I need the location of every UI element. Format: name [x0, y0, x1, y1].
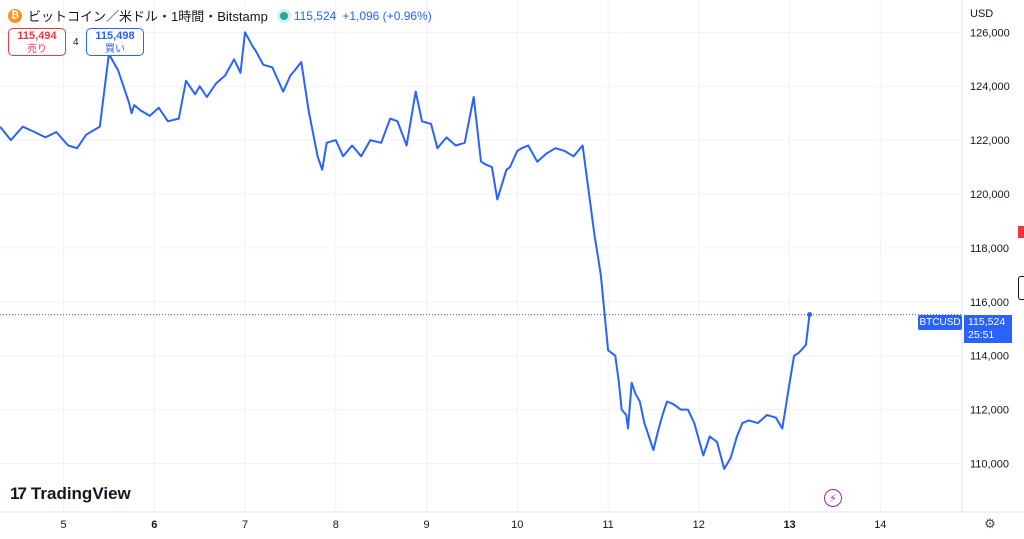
x-tick-label: 5: [60, 519, 66, 531]
last-price-value: 115,524: [968, 316, 1006, 328]
x-tick-label: 7: [242, 519, 248, 531]
side-panel-handle[interactable]: [1018, 276, 1024, 300]
buy-button[interactable]: 115,498 買い: [86, 28, 144, 56]
lightning-icon[interactable]: ⚡: [824, 489, 842, 507]
symbol-tag: BTCUSD: [918, 315, 962, 330]
buy-label: 買い: [105, 44, 125, 55]
price-line-series: [0, 31, 811, 470]
x-tick-label: 11: [602, 519, 613, 531]
x-tick-label: 8: [333, 519, 339, 531]
x-tick-label: 6: [151, 519, 157, 531]
y-axis-ticks: 110,000 112,000 114,000 116,000 118,000 120,0…: [970, 27, 1010, 470]
last-price-dot: [807, 312, 813, 318]
x-tick-label: 10: [511, 519, 523, 531]
currency-selector[interactable]: USD: [970, 8, 994, 20]
sell-label: 売り: [27, 44, 47, 55]
last-price-tag: 115,524 25:51: [964, 315, 1012, 343]
sell-price: 115,494: [17, 30, 57, 42]
spread-value: 4: [73, 37, 79, 48]
buy-price: 115,498: [95, 30, 135, 42]
bitcoin-icon: ₿: [8, 8, 22, 23]
tradingview-logo[interactable]: 17 TradingView: [10, 484, 131, 504]
header-price: 115,524: [293, 8, 337, 23]
tradingview-logo-text: TradingView: [30, 484, 131, 503]
y-tick-label: 126,000: [970, 27, 1010, 39]
symbol-title[interactable]: ビットコイン／米ドル・1時間・Bitstamp: [28, 9, 268, 24]
x-axis-ticks: 5 6 7 8 9 10 11 12 13 14: [60, 519, 886, 531]
gear-icon[interactable]: ⚙: [984, 516, 996, 531]
y-tick-label: 114,000: [970, 351, 1009, 363]
y-tick-label: 112,000: [970, 405, 1009, 417]
sell-button[interactable]: 115,494 売り: [8, 28, 66, 56]
x-tick-label: 12: [693, 519, 705, 531]
x-tick-label: 13: [783, 519, 795, 531]
y-tick-label: 110,000: [970, 458, 1009, 470]
chart-grid: [0, 0, 962, 512]
market-open-status-icon: [279, 11, 288, 20]
y-tick-label: 118,000: [970, 243, 1009, 255]
y-tick-label: 120,000: [970, 189, 1010, 201]
x-tick-label: 9: [423, 519, 429, 531]
header-change: +1,096 (+0.96%): [342, 8, 432, 23]
y-tick-label: 124,000: [970, 81, 1010, 93]
bar-countdown: 25:51: [968, 329, 995, 341]
y-tick-label: 122,000: [970, 135, 1010, 147]
y-tick-label: 116,000: [970, 297, 1009, 309]
symbol-header[interactable]: ₿ ビットコイン／米ドル・1時間・Bitstamp 115,524 +1,096…: [8, 6, 432, 25]
alert-marker[interactable]: [1018, 226, 1024, 238]
x-tick-label: 14: [874, 519, 886, 531]
tradingview-mark-icon: 17: [10, 484, 27, 503]
